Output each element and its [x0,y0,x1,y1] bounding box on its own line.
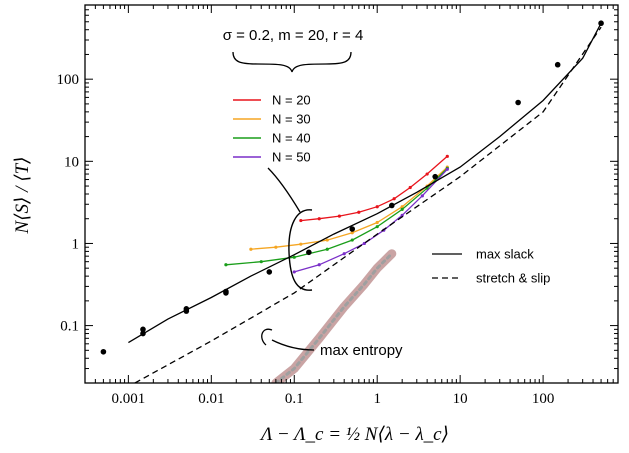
n-20-point [425,172,429,176]
data-point [306,249,312,256]
data-point [432,173,438,180]
data-point [140,330,146,337]
n-40-point [259,260,263,264]
x-tick-label: 0.1 [285,391,304,407]
y-axis-title: N⟨S⟩ / ⟨T⟩ [12,156,33,234]
n-30-point [375,220,379,225]
n-20-point [445,154,449,158]
x-tick-label: 0.01 [198,391,224,407]
n-30-point [274,245,278,249]
n-50-point [445,167,449,171]
n-50-point [362,241,366,246]
stretch-slip-line [134,26,602,383]
n-40-point [224,263,228,267]
max-entropy-bracket [261,328,273,346]
x-tick-label: 1 [373,391,381,407]
max-slack-line [128,22,602,344]
legend-line-label: max slack [476,247,534,262]
legend-label: N = 50 [272,150,311,165]
data-point [266,269,273,275]
params-brace [232,51,352,73]
n-50-line [294,168,448,273]
max-entropy-pointer [271,339,315,351]
axis-ticks: 0.001 0.01 0.1 1 10 100 0.1 1 10 100 [57,4,619,407]
y-tick-label: 100 [57,72,80,88]
data-point [349,226,356,232]
n-30-point [299,242,303,246]
n-30-point [400,205,404,209]
n-20-point [392,197,396,201]
data-point [515,99,521,106]
n-50-point [317,263,321,267]
n-40-point [325,247,329,251]
n-50-point [292,270,296,274]
y-tick-label: 0.1 [60,319,79,335]
n-40-point [400,207,404,211]
max-entropy-label: max entropy [320,342,403,359]
n-50-point [342,252,346,256]
n-40-point [350,238,354,242]
params-label: σ = 0.2, m = 20, r = 4 [223,27,364,44]
n-20-point [375,205,379,209]
n-30-point [325,238,329,242]
n-30-point [350,231,354,235]
y-tick-label: 10 [64,154,79,170]
n-series-bracket [288,209,313,291]
data-point [100,348,107,355]
n-20-point [337,214,341,218]
y-tick-label: 1 [72,236,80,252]
x-tick-label: 100 [532,391,555,407]
plot-frame [84,4,619,384]
legend-line-label: stretch & slip [476,271,550,286]
max-entropy-band-texture [274,252,394,383]
plot-content [100,20,604,383]
data-point [140,326,146,333]
legend-label: N = 20 [272,93,311,108]
n-30-point [249,247,253,251]
n-20-line [300,155,448,222]
x-axis-title: Λ − Λ_c = ½ N⟨λ − λ_c⟩ [259,424,449,445]
n-20-point [357,210,361,214]
n-20-point [317,217,321,221]
n-20-point [299,218,303,223]
x-tick-label: 0.001 [111,391,145,407]
n-50-point [400,213,404,217]
n-50-point [420,194,424,198]
n-20-point [408,185,412,190]
n-40-point [375,225,379,229]
legend-label: N = 30 [272,112,311,127]
n-30-line [250,166,448,250]
data-point [554,61,561,68]
legend-label: N = 40 [272,131,311,146]
data-point [389,202,395,209]
legend-line-styles: max slack stretch & slip [432,247,550,286]
data-point [598,20,604,27]
data-point [223,288,229,295]
legend: N = 20 N = 30 N = 40 N = 50 [233,93,311,165]
x-tick-label: 10 [453,391,468,407]
data-point [183,306,190,312]
n-series-pointer [267,167,301,213]
n-40-point [292,255,296,259]
